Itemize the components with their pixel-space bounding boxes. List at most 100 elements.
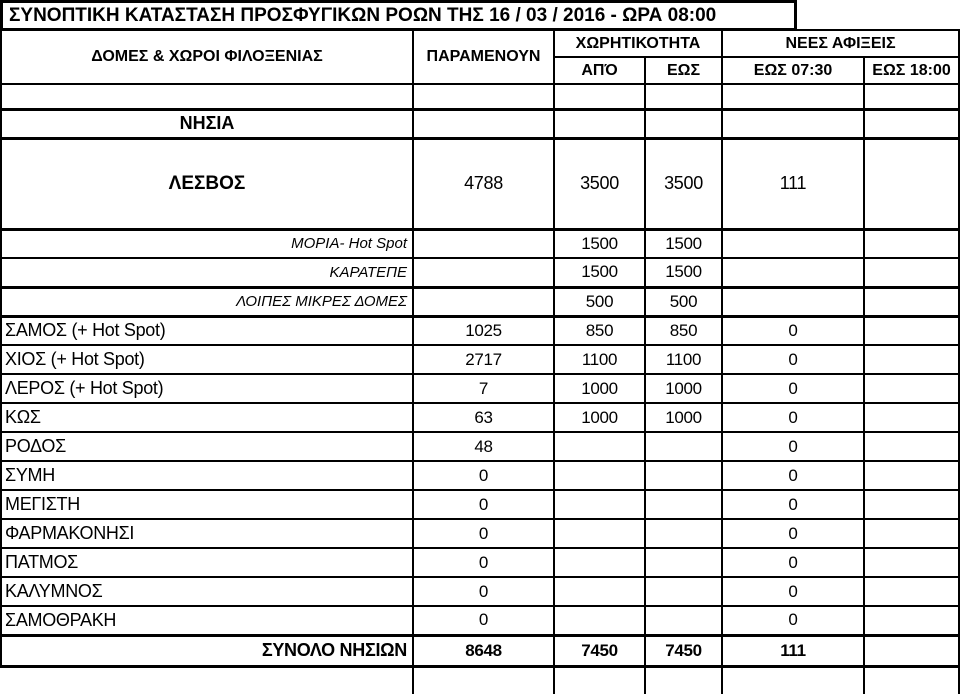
capacity-from-value-cell — [553, 576, 646, 607]
table-row-total: ΣΥΝΟΛΟ ΝΗΣΙΩΝ 8648 7450 7450 111 — [0, 633, 960, 668]
arrivals-0730-value-cell: 0 — [721, 605, 865, 636]
row-label-cell — [1, 665, 414, 694]
header-capacity-from: ΑΠΌ — [553, 56, 646, 85]
capacity-from-value-cell — [553, 107, 646, 140]
arrivals-0730-value-cell — [721, 257, 865, 289]
remaining-value-cell — [412, 286, 555, 318]
arrivals-0730-value-cell: 0 — [721, 489, 865, 520]
table-row-symi: ΣΥΜΗ 0 0 — [0, 460, 960, 491]
arrivals-1800-value-cell — [862, 315, 960, 346]
remaining-value-cell: 8648 — [412, 633, 555, 668]
table-header: ΔΟΜΕΣ & ΧΩΡΟΙ ΦΙΛΟΞΕΝΙΑΣ ΠΑΡΑΜΕΝΟΥΝ ΧΩΡΗ… — [0, 29, 960, 85]
arrivals-0730-value-cell: 0 — [721, 518, 865, 549]
header-capacity-group: ΧΩΡΗΤΙΚΟΤΗΤΑ — [553, 29, 723, 58]
table-body: ΝΗΣΙΑ ΛΕΣΒΟΣ 4788 3500 3500 111 ΜΟΡΙΑ- H… — [0, 83, 960, 694]
arrivals-0730-value-cell — [721, 83, 865, 110]
remaining-value-cell: 0 — [412, 460, 555, 491]
remaining-value-cell: 0 — [412, 489, 555, 520]
remaining-value-cell: 0 — [412, 576, 555, 607]
row-label-cell: ΚΑΡΑΤΕΠΕ — [0, 257, 414, 289]
capacity-to-value-cell — [644, 547, 723, 578]
capacity-from-value-cell — [553, 518, 646, 549]
remaining-value-cell — [412, 257, 555, 289]
capacity-from-value-cell — [553, 665, 646, 694]
capacity-from-value-cell: 1500 — [553, 228, 646, 259]
capacity-to-value-cell — [644, 460, 723, 491]
row-label-cell: ΣΑΜΟΘΡΑΚΗ — [0, 605, 414, 636]
capacity-to-value-cell: 7450 — [644, 633, 723, 668]
arrivals-0730-value-cell: 0 — [721, 431, 865, 462]
capacity-from-value-cell: 1100 — [553, 344, 646, 375]
arrivals-0730-value-cell: 0 — [721, 373, 865, 404]
arrivals-1800-value-cell — [862, 286, 960, 318]
capacity-to-value-cell: 1500 — [644, 228, 723, 259]
capacity-from-value-cell — [553, 460, 646, 491]
table-row-kos: ΚΩΣ 63 1000 1000 0 — [0, 402, 960, 433]
capacity-from-value-cell — [553, 489, 646, 520]
table-row-lesvos: ΛΕΣΒΟΣ 4788 3500 3500 111 — [0, 137, 960, 231]
capacity-to-value-cell: 850 — [644, 315, 723, 346]
arrivals-1800-value-cell — [862, 344, 960, 375]
header-arrivals-until-0730: ΕΩΣ 07:30 — [721, 56, 865, 85]
capacity-from-value-cell: 7450 — [553, 633, 646, 668]
row-label-cell: ΡΟΔΟΣ — [0, 431, 414, 462]
arrivals-0730-value-cell: 111 — [721, 633, 865, 668]
row-label-cell: ΛΟΙΠΕΣ ΜΙΚΡΕΣ ΔΟΜΕΣ — [0, 286, 414, 318]
arrivals-1800-value-cell — [862, 431, 960, 462]
table-row-leros: ΛΕΡΟΣ (+ Hot Spot) 7 1000 1000 0 — [0, 373, 960, 404]
table-row-loipes: ΛΟΙΠΕΣ ΜΙΚΡΕΣ ΔΟΜΕΣ 500 500 — [0, 286, 960, 318]
header-structures: ΔΟΜΕΣ & ΧΩΡΟΙ ΦΙΛΟΞΕΝΙΑΣ — [0, 29, 414, 85]
table-row-karatepe: ΚΑΡΑΤΕΠΕ 1500 1500 — [0, 257, 960, 289]
remaining-value-cell — [412, 83, 555, 110]
capacity-from-value-cell: 1000 — [553, 373, 646, 404]
capacity-from-value-cell — [553, 605, 646, 636]
capacity-from-value-cell — [553, 431, 646, 462]
report-table: ΔΟΜΕΣ & ΧΩΡΟΙ ΦΙΛΟΞΕΝΙΑΣ ΠΑΡΑΜΕΝΟΥΝ ΧΩΡΗ… — [0, 29, 960, 694]
table-row-rodos: ΡΟΔΟΣ 48 0 — [0, 431, 960, 462]
arrivals-1800-value-cell — [862, 518, 960, 549]
capacity-to-value-cell: 1000 — [644, 402, 723, 433]
arrivals-1800-value-cell — [862, 633, 960, 668]
arrivals-0730-value-cell — [721, 107, 865, 140]
arrivals-1800-value-cell — [862, 489, 960, 520]
capacity-from-value-cell — [553, 547, 646, 578]
row-label-cell: ΚΑΛΥΜΝΟΣ — [0, 576, 414, 607]
header-capacity-to: ΕΩΣ — [644, 56, 723, 85]
remaining-value-cell — [412, 107, 555, 140]
row-label-cell: ΚΩΣ — [0, 402, 414, 433]
table-row-patmos: ΠΑΤΜΟΣ 0 0 — [0, 547, 960, 578]
remaining-value-cell: 7 — [412, 373, 555, 404]
remaining-value-cell — [412, 665, 555, 694]
row-label-cell: ΣΥΜΗ — [0, 460, 414, 491]
capacity-to-value-cell — [644, 107, 723, 140]
capacity-to-value-cell — [644, 665, 723, 694]
capacity-from-value-cell: 3500 — [553, 137, 646, 231]
header-arrivals-until-1800: ΕΩΣ 18:00 — [862, 56, 960, 85]
row-label-cell: ΣΥΝΟΛΟ ΝΗΣΙΩΝ — [0, 633, 414, 668]
table-row-moria: ΜΟΡΙΑ- Hot Spot 1500 1500 — [0, 228, 960, 259]
arrivals-0730-value-cell: 0 — [721, 402, 865, 433]
arrivals-0730-value-cell — [721, 286, 865, 318]
row-label-cell: ΧΙΟΣ (+ Hot Spot) — [0, 344, 414, 375]
capacity-from-value-cell: 850 — [553, 315, 646, 346]
arrivals-1800-value-cell — [862, 257, 960, 289]
table-row-spacer-bottom — [1, 665, 960, 694]
header-row-subcolumns: ΑΠΌ ΕΩΣ ΕΩΣ 07:30 ΕΩΣ 18:00 — [1, 56, 960, 85]
row-label-cell: ΜΕΓΙΣΤΗ — [0, 489, 414, 520]
arrivals-0730-value-cell: 0 — [721, 576, 865, 607]
capacity-to-value-cell — [644, 431, 723, 462]
arrivals-1800-value-cell — [862, 107, 960, 140]
capacity-to-value-cell: 1500 — [644, 257, 723, 289]
arrivals-0730-value-cell: 0 — [721, 547, 865, 578]
table-row-samothraki: ΣΑΜΟΘΡΑΚΗ 0 0 — [0, 605, 960, 636]
capacity-to-value-cell — [644, 605, 723, 636]
header-new-arrivals-group: ΝΕΕΣ ΑΦΙΞΕΙΣ — [720, 29, 960, 58]
arrivals-0730-value-cell — [721, 228, 865, 259]
remaining-value-cell: 0 — [412, 518, 555, 549]
table-row-kalymnos: ΚΑΛΥΜΝΟΣ 0 0 — [0, 576, 960, 607]
table-row-farmakonisi: ΦΑΡΜΑΚΟΝΗΣΙ 0 0 — [0, 518, 960, 549]
table-row-nisia: ΝΗΣΙΑ — [0, 107, 960, 140]
remaining-value-cell: 2717 — [412, 344, 555, 375]
remaining-value-cell — [412, 228, 555, 259]
